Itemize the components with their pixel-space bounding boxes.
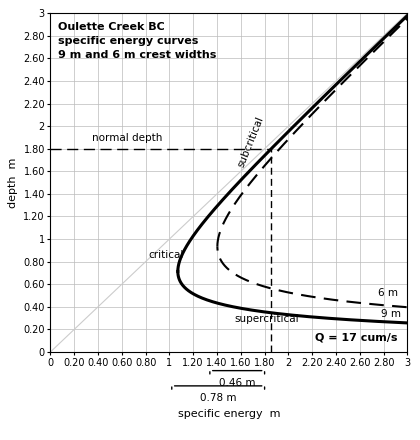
Text: 0.46 m: 0.46 m (219, 378, 255, 388)
Text: 6 m: 6 m (378, 288, 398, 298)
Text: supercritical: supercritical (235, 314, 299, 323)
Text: subcritical: subcritical (236, 115, 265, 169)
Text: 0.78 m: 0.78 m (200, 393, 236, 403)
X-axis label: specific energy  m: specific energy m (178, 409, 280, 419)
Text: 9 m: 9 m (381, 308, 401, 319)
Text: Oulette Creek BC
specific energy curves
9 m and 6 m crest widths: Oulette Creek BC specific energy curves … (58, 22, 216, 60)
Text: critical: critical (148, 250, 184, 260)
Text: normal depth: normal depth (92, 133, 163, 143)
Y-axis label: depth  m: depth m (8, 158, 18, 208)
Text: Q = 17 cum/s: Q = 17 cum/s (315, 332, 398, 342)
